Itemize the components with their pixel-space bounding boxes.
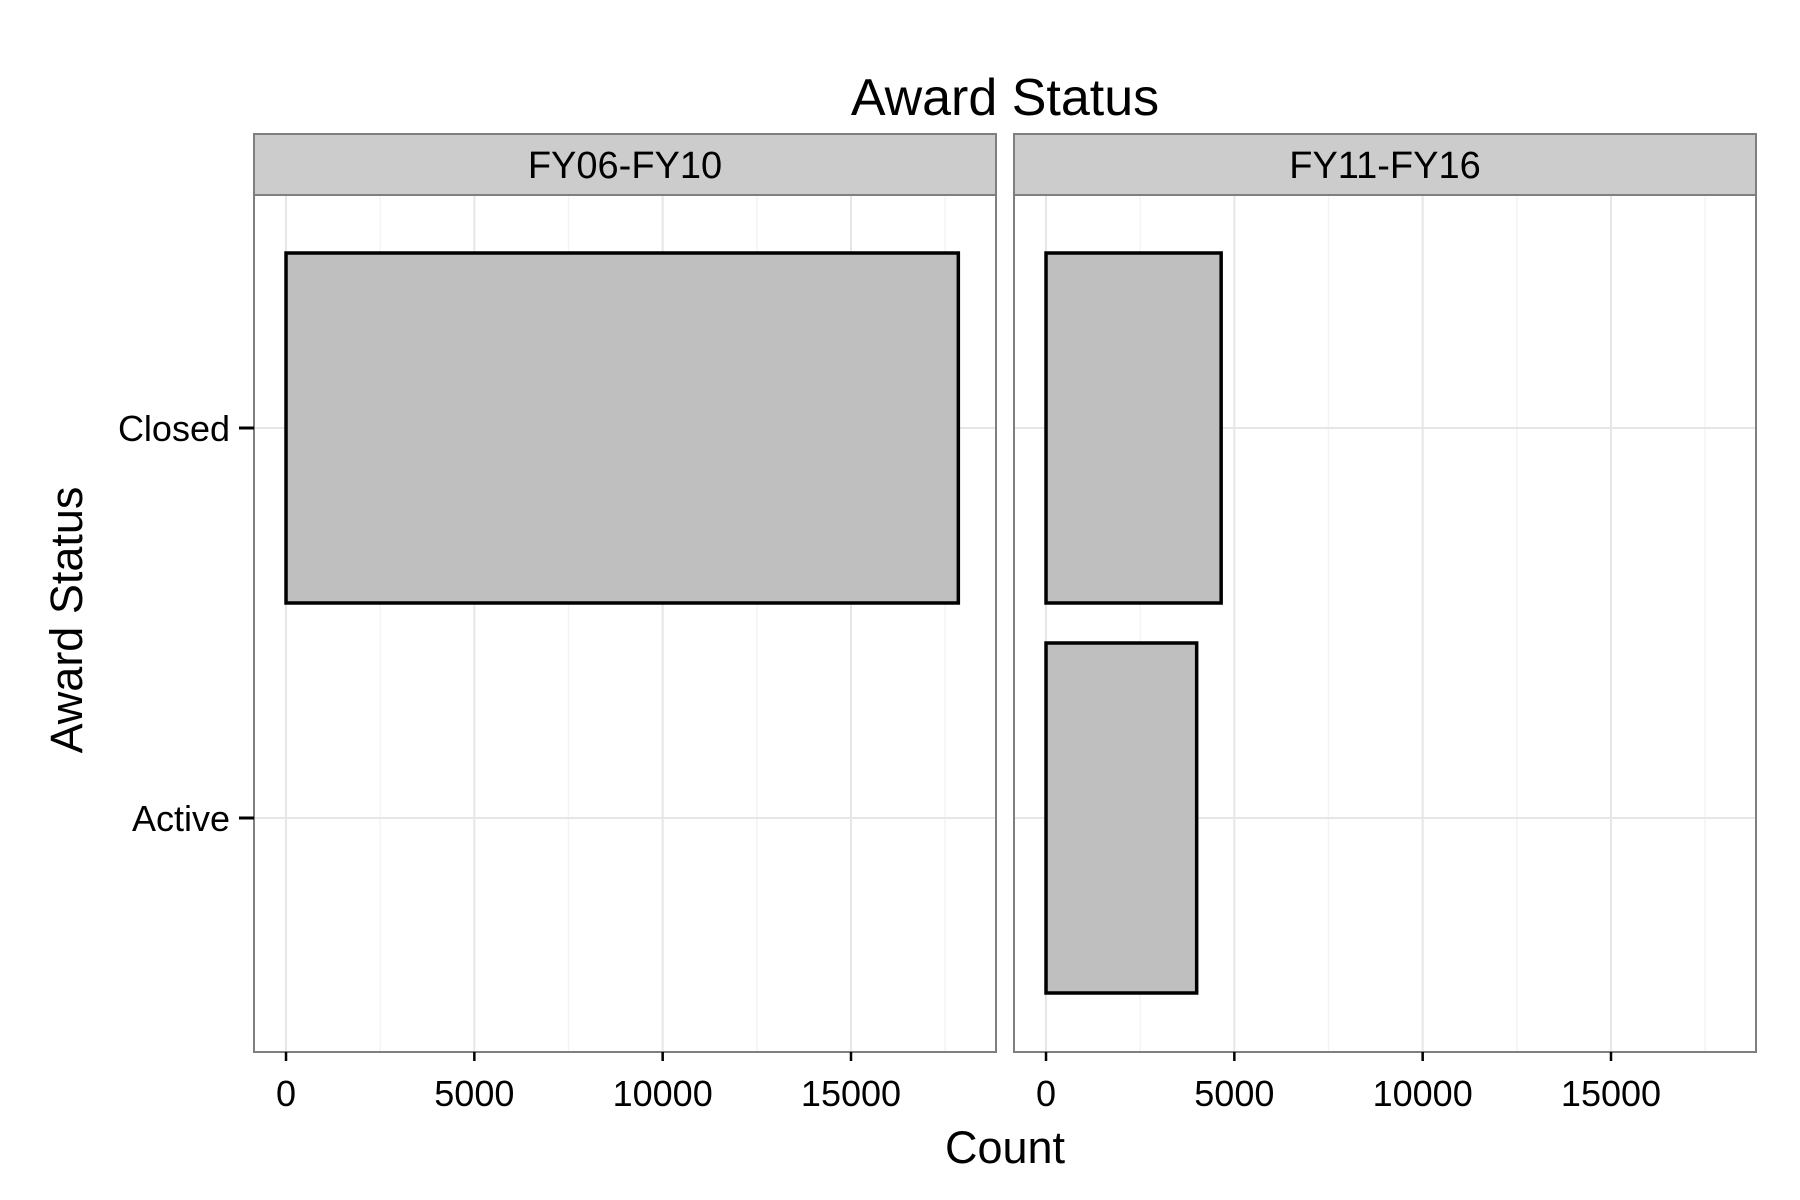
facet-strip-label: FY11-FY16 bbox=[1289, 145, 1480, 187]
bar-active bbox=[1044, 641, 1199, 995]
x-tick-label: 10000 bbox=[1373, 1073, 1473, 1114]
facet-strip bbox=[253, 133, 997, 196]
x-tick-label: 5000 bbox=[434, 1073, 514, 1114]
x-tick-label: 0 bbox=[1036, 1073, 1056, 1114]
bar-closed bbox=[284, 251, 961, 605]
facet-panels: FY06-FY10 0 5000 10000 15000 FY11-FY16 0 5000 10… bbox=[253, 133, 1757, 1114]
x-tick-label: 0 bbox=[276, 1073, 296, 1114]
y-axis-title: Award Status bbox=[41, 487, 92, 754]
facet-strip bbox=[1013, 133, 1757, 196]
y-axis: Active Closed bbox=[118, 408, 254, 839]
x-tick-label: 15000 bbox=[1561, 1073, 1661, 1114]
x-tick-label: 15000 bbox=[801, 1073, 901, 1114]
x-tick-label: 10000 bbox=[613, 1073, 713, 1114]
y-tick-label: Closed bbox=[118, 408, 230, 449]
x-axis-title: Count bbox=[945, 1122, 1066, 1173]
facet-strip-label: FY06-FY10 bbox=[528, 145, 722, 187]
facet-panel: FY11-FY16 0 5000 10000 15000 bbox=[1013, 133, 1757, 1114]
y-tick-label: Active bbox=[132, 798, 230, 839]
bar-closed bbox=[1044, 251, 1223, 605]
facet-panel: FY06-FY10 0 5000 10000 15000 bbox=[253, 133, 997, 1114]
chart-title: Award Status bbox=[851, 69, 1159, 127]
x-tick-label: 5000 bbox=[1194, 1073, 1274, 1114]
